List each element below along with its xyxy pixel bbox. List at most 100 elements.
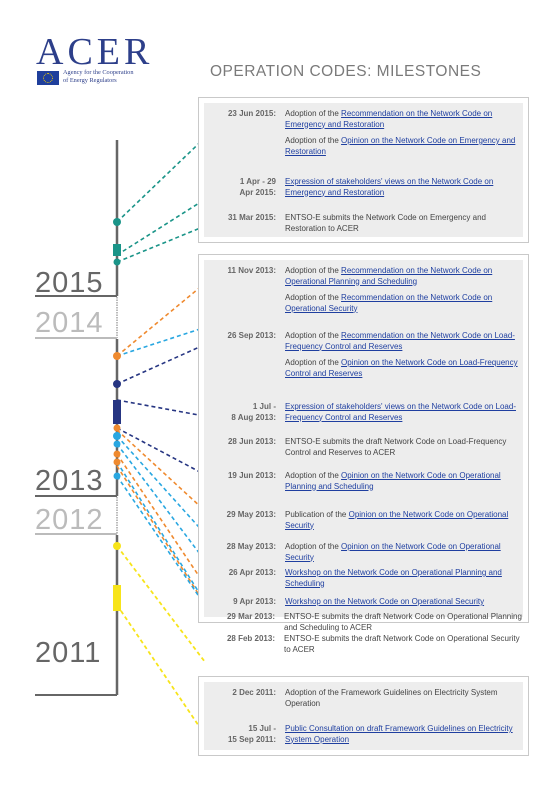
milestone-description: Expression of stakeholders' views on the…: [285, 402, 525, 423]
connector-jul2011: [116, 604, 206, 736]
milestone-date: 26 Sep 2013:: [227, 331, 276, 340]
milestone-description: Adoption of the Opinion on the Network C…: [285, 358, 525, 379]
marker-11nov2013: [113, 352, 121, 360]
marker-28jun2013: [113, 424, 121, 432]
milestone-text: Adoption of the: [285, 266, 342, 275]
milestone-text: Adoption of the: [285, 331, 342, 340]
milestone-link[interactable]: Opinion on the Network Code on Operation…: [285, 542, 501, 562]
logo-subtitle: Agency for the Cooperation of Energy Reg…: [63, 69, 133, 84]
milestone-description: ENTSO-E submits the Network Code on Emer…: [285, 213, 486, 233]
milestone-date: 1 Jul - 8 Aug 2013:: [231, 402, 276, 422]
milestone-date: 23 Jun 2015:: [227, 109, 276, 118]
milestone-description: Workshop on the Network Code on Operatio…: [285, 568, 525, 589]
connector-26sep2013b: [116, 339, 216, 385]
milestone-description: Adoption of the Opinion on the Network C…: [285, 542, 525, 563]
milestone-text: Publication of the: [285, 510, 349, 519]
milestone-description: Adoption of the Recommendation on the Ne…: [285, 331, 525, 352]
milestone-description: Adoption of the Recommendation on the Ne…: [285, 266, 525, 287]
milestone-date: 26 Apr 2013:: [228, 568, 276, 577]
milestone-date: 9 Apr 2013:: [233, 597, 276, 606]
milestone-link[interactable]: Recommendation on the Network Code on Op…: [285, 266, 493, 286]
page-title: OPERATION CODES: MILESTONES: [210, 63, 482, 80]
milestone-date: 28 Jun 2013:: [227, 437, 276, 446]
connector-29mar2013: [116, 465, 216, 621]
milestone-description: Publication of the Opinion on the Networ…: [285, 510, 525, 531]
milestone-date: 15 Jul - 15 Sep 2011:: [227, 724, 276, 744]
marker-apr2015: [113, 244, 121, 256]
marker-jul2013: [113, 400, 121, 424]
panel-background: 2 Dec 2011: Adoption of the Framework Gu…: [204, 682, 523, 750]
logo-subtitle-line-2: of Energy Regulators: [63, 76, 117, 84]
milestone-link[interactable]: Opinion on the Network Code on Operation…: [285, 510, 509, 530]
milestone-link[interactable]: Expression of stakeholders' views on the…: [285, 402, 516, 422]
milestone-link[interactable]: Recommendation on the Network Code on Lo…: [285, 331, 515, 351]
connector-31mar2015: [116, 221, 216, 263]
connector-apr2015: [116, 192, 216, 256]
marker-2dec2011: [113, 542, 121, 550]
milestone-text: Adoption of the: [285, 542, 342, 551]
marker-26sep2013: [113, 380, 121, 388]
milestone-description: Adoption of the Recommendation on the Ne…: [285, 293, 525, 314]
logo-wordmark: ACER: [36, 31, 154, 73]
year-label-2013: 2013: [35, 465, 104, 497]
connector-26apr2013: [116, 453, 216, 601]
acer-logo: ACER Agency for the Cooperation of Energ…: [34, 32, 174, 90]
milestone-text: Adoption of the: [285, 109, 342, 118]
milestone-date: 28 Feb 2013:: [226, 634, 275, 643]
milestone-link[interactable]: Workshop on the Network Code on Operatio…: [285, 597, 485, 606]
milestone-date: 28 May 2013:: [226, 542, 276, 551]
milestone-text: Adoption of the: [285, 136, 342, 145]
milestone-date: 19 Jun 2013:: [227, 471, 276, 480]
milestone-description: Workshop on the Network Code on Operatio…: [285, 597, 525, 608]
milestone-link[interactable]: Recommendation on the Network Code on Em…: [285, 109, 493, 129]
year-label-2014: 2014: [35, 307, 104, 339]
marker-9apr2013: [113, 458, 121, 466]
year-label-2011: 2011: [35, 637, 102, 669]
milestone-link[interactable]: Expression of stakeholders' views on the…: [285, 177, 494, 197]
milestone-date: 29 Mar 2013:: [226, 612, 275, 621]
milestones-panel-2011: 2 Dec 2011: Adoption of the Framework Gu…: [198, 676, 529, 756]
milestone-description: Expression of stakeholders' views on the…: [285, 177, 525, 198]
eu-flag-icon: [37, 71, 59, 85]
milestone-description: Adoption of the Opinion on the Network C…: [285, 471, 525, 492]
year-label-2012: 2012: [35, 504, 104, 536]
milestone-link[interactable]: Public Consultation on draft Framework G…: [285, 724, 513, 744]
marker-28feb2013: [113, 472, 121, 480]
milestone-link[interactable]: Recommendation on the Network Code on Op…: [285, 293, 493, 313]
connector-28feb2013: [116, 475, 216, 621]
connector-9apr2013: [116, 461, 216, 619]
milestone-text: Adoption of the: [285, 358, 342, 367]
marker-jul2011: [113, 585, 121, 611]
milestone-date: 1 Apr - 29 Apr 2015:: [239, 177, 276, 197]
connector-jul2013: [116, 399, 216, 419]
logo-subtitle-line-1: Agency for the Cooperation: [63, 69, 134, 76]
connector-2dec2011: [116, 545, 206, 663]
milestone-description: Public Consultation on draft Framework G…: [285, 724, 525, 745]
milestone-description: ENTSO-E submits the draft Network Code o…: [284, 612, 522, 632]
panel-background: 11 Nov 2013: Adoption of the Recommendat…: [204, 260, 523, 617]
marker-19jun2013: [113, 432, 121, 440]
marker-23jun2015: [113, 218, 121, 226]
milestone-description: Adoption of the Framework Guidelines on …: [285, 688, 498, 708]
milestone-date: 11 Nov 2013:: [227, 266, 276, 275]
connector-19jun2013: [116, 429, 216, 521]
milestone-text: Adoption of the: [285, 293, 342, 302]
milestone-description: Adoption of the Opinion on the Network C…: [285, 136, 525, 157]
marker-26apr2013: [113, 450, 121, 458]
milestone-link[interactable]: Workshop on the Network Code on Operatio…: [285, 568, 502, 588]
year-label-2015: 2015: [35, 267, 104, 299]
milestone-link[interactable]: Opinion on the Network Code on Emergency…: [285, 136, 516, 156]
milestones-panel-2013: 11 Nov 2013: Adoption of the Recommendat…: [198, 254, 529, 623]
milestone-date: 31 Mar 2015:: [227, 213, 276, 222]
milestone-date: 2 Dec 2011:: [232, 688, 276, 697]
milestone-text: Adoption of the: [285, 471, 342, 480]
milestone-date: 29 May 2013:: [226, 510, 276, 519]
marker-31mar2015: [113, 258, 121, 266]
milestones-panel-2015: 23 Jun 2015: Adoption of the Recommendat…: [198, 97, 529, 243]
milestone-link[interactable]: Opinion on the Network Code on Operation…: [285, 471, 501, 491]
panel-background: 23 Jun 2015: Adoption of the Recommendat…: [204, 103, 523, 237]
milestone-description: ENTSO-E submits the draft Network Code o…: [285, 437, 507, 457]
marker-29may2013: [113, 440, 121, 448]
milestone-link[interactable]: Opinion on the Network Code on Load-Freq…: [285, 358, 518, 378]
milestone-description: Adoption of the Recommendation on the Ne…: [285, 109, 525, 130]
